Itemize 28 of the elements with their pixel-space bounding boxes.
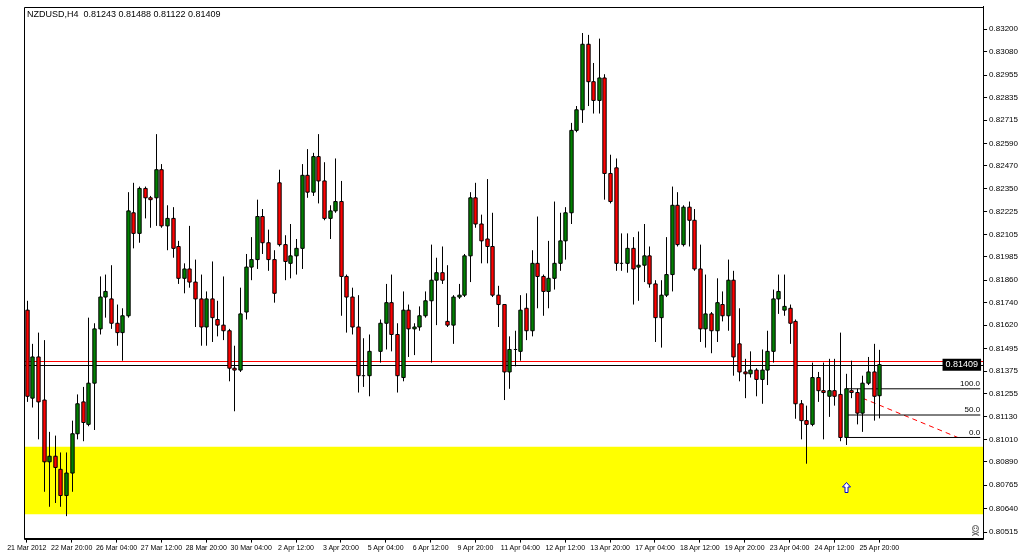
y-tick-label: 0.81620 — [989, 320, 1019, 330]
y-tick-label: 0.81740 — [989, 297, 1019, 307]
y-tick-label: 0.83080 — [989, 46, 1019, 56]
y-tick-label: 0.80765 — [989, 480, 1019, 490]
y-tick-label: 0.81860 — [989, 275, 1019, 285]
y-tick-label: 0.81495 — [989, 343, 1019, 353]
y-tick-label: 0.82350 — [989, 183, 1019, 193]
y-tick-label: 0.81255 — [989, 388, 1019, 398]
y-tick-label: 0.82835 — [989, 92, 1019, 102]
y-tick-label: 0.81010 — [989, 434, 1019, 444]
y-tick-label: 0.81130 — [989, 412, 1018, 422]
y-tick-label: 0.80890 — [989, 457, 1019, 467]
y-tick-label: 0.80515 — [989, 527, 1019, 537]
y-tick-label: 0.81375 — [989, 366, 1019, 376]
y-tick-label: 0.81985 — [989, 251, 1019, 261]
annotation: 50.0 — [964, 405, 981, 415]
y-tick-label: 0.82470 — [989, 161, 1019, 171]
y-tick-label: 0.82225 — [989, 207, 1019, 217]
annotation: 100.0 — [960, 379, 981, 388]
annotation: 0.0 — [968, 427, 981, 437]
y-tick-label: 0.80640 — [989, 503, 1019, 513]
y-tick-label: 0.82955 — [989, 70, 1019, 80]
ref-line-label: 0.81409 — [945, 359, 979, 370]
y-tick-label: 0.83200 — [989, 24, 1019, 34]
chart-title: NZDUSD,H4 0.81243 0.81488 0.81122 0.81409 — [27, 8, 221, 19]
y-tick-label: 0.82715 — [989, 115, 1019, 125]
y-tick-label: 0.82105 — [989, 229, 1019, 239]
y-tick-label: 0.82590 — [989, 138, 1019, 148]
